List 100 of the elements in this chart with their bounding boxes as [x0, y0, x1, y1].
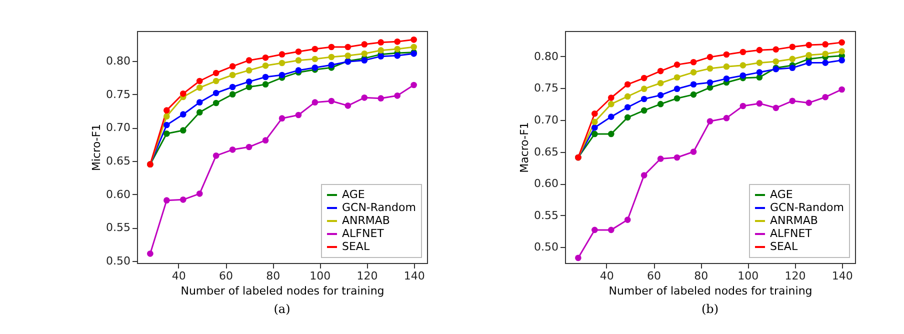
point — [806, 52, 812, 58]
point — [723, 51, 730, 58]
y-tick-label: 0.75 — [106, 88, 130, 101]
point — [295, 48, 302, 55]
point — [212, 100, 220, 106]
point — [394, 38, 401, 45]
x-axis-title: Number of labeled nodes for training — [180, 284, 384, 298]
point — [262, 62, 269, 69]
point — [674, 86, 680, 92]
point — [640, 74, 648, 82]
y-tick-label: 0.70 — [106, 121, 130, 134]
y-tick-label: 0.65 — [106, 154, 130, 168]
point — [196, 190, 203, 197]
point — [344, 44, 352, 50]
point — [838, 39, 845, 46]
x-tick-label: 140 — [832, 270, 853, 282]
x-tick-label: 80 — [694, 270, 708, 282]
legend-label: AGE — [770, 188, 793, 201]
point — [196, 99, 203, 106]
point — [212, 90, 220, 96]
point — [410, 44, 417, 50]
point — [789, 44, 796, 50]
y-tick-label: 0.60 — [106, 188, 130, 201]
point — [838, 57, 845, 64]
point — [838, 48, 845, 54]
point — [575, 254, 582, 262]
point — [163, 107, 170, 114]
point — [212, 152, 220, 159]
point — [608, 94, 614, 101]
point — [756, 100, 763, 107]
point — [690, 58, 697, 66]
point — [789, 64, 796, 72]
point — [740, 102, 746, 110]
point — [295, 112, 302, 118]
point — [295, 57, 302, 64]
point — [180, 90, 186, 97]
point — [657, 156, 664, 162]
point — [706, 65, 714, 72]
point — [394, 46, 401, 52]
point — [378, 47, 384, 54]
point — [229, 91, 236, 98]
point — [361, 41, 368, 48]
point — [624, 216, 631, 223]
point — [410, 36, 417, 43]
point — [229, 84, 236, 90]
point — [591, 130, 598, 138]
point — [806, 60, 812, 66]
legend-label: GCN-Random — [770, 201, 844, 214]
point — [278, 72, 286, 78]
legend-label: SEAL — [342, 240, 370, 253]
point — [806, 100, 812, 106]
point — [378, 39, 384, 46]
point — [229, 72, 236, 78]
point — [591, 226, 598, 234]
text: (b) — [701, 302, 719, 316]
x-tick-label: 40 — [600, 270, 614, 282]
point — [262, 137, 269, 144]
point — [278, 60, 286, 66]
point — [838, 86, 845, 93]
point — [591, 110, 598, 117]
legend-label: ALFNET — [342, 227, 384, 240]
legend-label: ANRMAB — [770, 214, 818, 227]
point — [328, 98, 335, 104]
legend-label: SEAL — [770, 240, 798, 253]
point — [690, 69, 697, 76]
point — [772, 104, 780, 112]
x-tick-label: 60 — [219, 270, 234, 282]
point — [640, 172, 648, 178]
point — [822, 41, 829, 48]
point — [246, 67, 252, 74]
point — [344, 102, 352, 109]
point — [196, 78, 203, 84]
point — [361, 94, 368, 101]
point — [657, 100, 664, 108]
x-tick-label: 120 — [356, 270, 378, 282]
point — [657, 68, 664, 74]
point — [822, 94, 829, 100]
point — [772, 58, 780, 65]
y-tick-label: 0.50 — [106, 254, 130, 268]
point — [640, 107, 648, 114]
point — [196, 109, 203, 116]
point — [608, 114, 614, 120]
point — [328, 54, 335, 60]
y-axis-title: Micro-F1 — [90, 124, 104, 172]
x-tick-label: 100 — [738, 270, 759, 282]
point — [723, 63, 730, 70]
point — [640, 96, 648, 102]
y-tick-label: 0.80 — [534, 50, 558, 63]
y-tick-label: 0.60 — [534, 177, 558, 190]
point — [163, 113, 170, 120]
y-tick-label: 0.80 — [106, 54, 130, 68]
point — [690, 148, 697, 155]
point — [246, 144, 252, 150]
point — [674, 154, 680, 161]
point — [740, 62, 746, 68]
x-tick-label: 80 — [266, 270, 280, 282]
x-tick-label: 140 — [404, 270, 425, 282]
point — [262, 54, 269, 61]
point — [706, 79, 714, 86]
point — [312, 99, 318, 106]
